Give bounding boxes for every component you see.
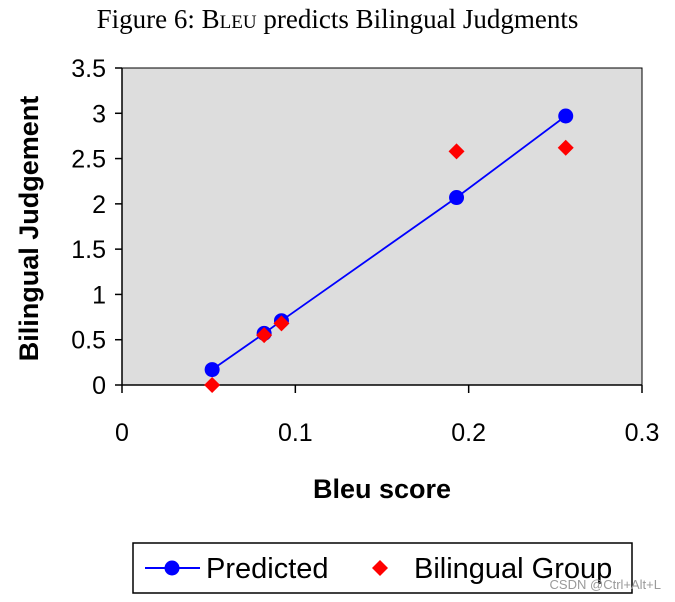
- bilingual-group-point: [204, 377, 221, 393]
- predicted-point: [204, 362, 220, 378]
- y-tick-label: 2.5: [71, 146, 106, 174]
- y-tick-label: 0.5: [71, 327, 106, 355]
- y-tick-label: 1: [92, 281, 106, 309]
- x-tick-label: 0.2: [451, 419, 486, 447]
- y-tick-label: 3: [92, 100, 106, 128]
- legend-bilingual-group-marker: [372, 560, 388, 576]
- legend-predicted-marker: [164, 560, 180, 576]
- legend-bilingual-group-label: Bilingual Group: [414, 553, 612, 585]
- x-tick-label: 0: [115, 419, 129, 447]
- y-tick-label: 1.5: [71, 236, 106, 264]
- bilingual-group-point: [557, 139, 574, 156]
- caption-prefix: Figure 6:: [96, 4, 202, 34]
- legend: Predicted Bilingual Group: [132, 542, 633, 594]
- predicted-point: [558, 108, 574, 124]
- tick-labels: 0 0.5 1 1.5 2 2.5 3 3.5 0 0.1 0.2 0.3: [71, 55, 659, 447]
- x-tick-label: 0.1: [278, 419, 313, 447]
- bilingual-group-point: [256, 327, 273, 344]
- caption-suffix: predicts Bilingual Judgments: [256, 4, 579, 34]
- watermark: CSDN @Ctrl+Alt+L: [549, 577, 661, 592]
- data-marks: [204, 108, 574, 393]
- bilingual-group-point: [273, 315, 290, 332]
- x-axis-label: Bleu score: [313, 474, 451, 504]
- y-tick-label: 3.5: [71, 55, 106, 83]
- bilingual-group-point: [448, 143, 465, 160]
- y-tick-label: 0: [92, 372, 106, 400]
- x-tick-label: 0.3: [625, 419, 660, 447]
- predicted-point: [449, 190, 465, 206]
- caption-bleu: Bleu: [201, 4, 257, 34]
- legend-predicted-label: Predicted: [206, 553, 329, 585]
- y-tick-label: 2: [92, 191, 106, 219]
- figure-caption: Figure 6: Bleu predicts Bilingual Judgme…: [0, 4, 675, 35]
- plot-area: [121, 67, 643, 386]
- y-axis-label: Bilingual Judgement: [14, 96, 44, 362]
